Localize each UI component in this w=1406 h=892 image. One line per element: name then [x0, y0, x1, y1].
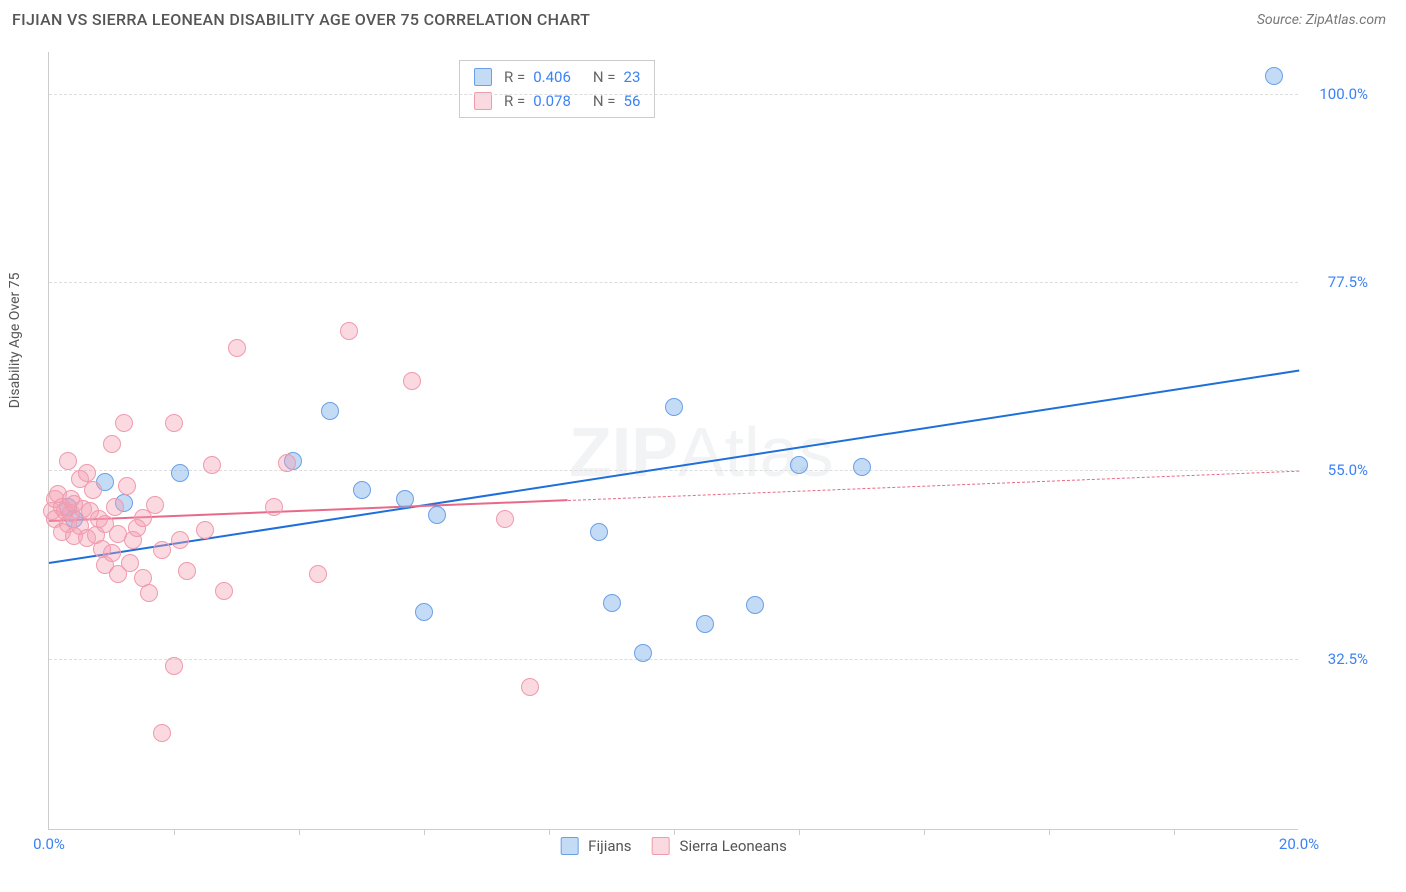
data-point: [103, 435, 121, 453]
stat-label: N =: [593, 65, 616, 89]
legend-stats-box: R = 0.406 N = 23 R = 0.078 N = 56: [459, 60, 655, 118]
r-value: 0.406: [533, 65, 571, 89]
data-point: [1265, 67, 1283, 85]
trend-line: [568, 470, 1299, 500]
data-point: [59, 452, 77, 470]
x-tick: [549, 829, 550, 835]
data-point: [428, 506, 446, 524]
data-point: [309, 565, 327, 583]
n-value: 23: [624, 65, 641, 89]
gridline: [49, 94, 1298, 95]
data-point: [853, 458, 871, 476]
y-tick-label: 32.5%: [1328, 650, 1368, 668]
data-point: [146, 496, 164, 514]
watermark: ZIPAtlas: [569, 412, 834, 492]
stat-label: N =: [593, 89, 616, 113]
y-axis-title: Disability Age Over 75: [7, 272, 23, 408]
source-label: Source: ZipAtlas.com: [1257, 12, 1386, 28]
y-tick-label: 77.5%: [1328, 273, 1368, 291]
data-point: [321, 402, 339, 420]
stat-label: R =: [504, 65, 525, 89]
x-tick-label: 0.0%: [33, 835, 65, 853]
data-point: [403, 372, 421, 390]
data-point: [665, 398, 683, 416]
legend-label: Fijians: [588, 837, 631, 855]
legend-item-sierra-leoneans: Sierra Leoneans: [652, 837, 787, 855]
data-point: [790, 456, 808, 474]
data-point: [496, 510, 514, 528]
swatch-icon: [474, 68, 492, 86]
x-tick: [674, 829, 675, 835]
data-point: [78, 464, 96, 482]
data-point: [140, 584, 158, 602]
data-point: [396, 490, 414, 508]
legend-item-fijians: Fijians: [560, 837, 631, 855]
data-point: [196, 521, 214, 539]
swatch-icon: [560, 837, 578, 855]
data-point: [590, 523, 608, 541]
data-point: [215, 582, 233, 600]
r-value: 0.078: [533, 89, 571, 113]
data-point: [228, 339, 246, 357]
data-point: [603, 594, 621, 612]
data-point: [634, 644, 652, 662]
legend-label: Sierra Leoneans: [680, 837, 787, 855]
x-tick-label: 20.0%: [1279, 835, 1319, 853]
data-point: [171, 464, 189, 482]
data-point: [115, 414, 133, 432]
data-point: [521, 678, 539, 696]
x-tick: [924, 829, 925, 835]
data-point: [353, 481, 371, 499]
x-tick: [299, 829, 300, 835]
x-tick: [1049, 829, 1050, 835]
data-point: [165, 414, 183, 432]
data-point: [121, 554, 139, 572]
data-point: [171, 531, 189, 549]
gridline: [49, 659, 1298, 660]
x-tick: [424, 829, 425, 835]
data-point: [415, 603, 433, 621]
data-point: [153, 541, 171, 559]
legend-stats-row: R = 0.078 N = 56: [474, 89, 640, 113]
data-point: [203, 456, 221, 474]
data-point: [696, 615, 714, 633]
data-point: [103, 544, 121, 562]
data-point: [84, 481, 102, 499]
data-point: [118, 477, 136, 495]
swatch-icon: [652, 837, 670, 855]
y-tick-label: 100.0%: [1319, 85, 1368, 103]
data-point: [746, 596, 764, 614]
gridline: [49, 470, 1298, 471]
y-tick-label: 55.0%: [1328, 461, 1368, 479]
legend-stats-row: R = 0.406 N = 23: [474, 65, 640, 89]
n-value: 56: [624, 89, 641, 113]
stat-label: R =: [504, 89, 525, 113]
x-tick: [799, 829, 800, 835]
data-point: [178, 562, 196, 580]
data-point: [265, 498, 283, 516]
plot-container: Disability Age Over 75 ZIPAtlas R = 0.40…: [48, 52, 1368, 830]
data-point: [278, 454, 296, 472]
data-point: [165, 657, 183, 675]
x-tick: [174, 829, 175, 835]
legend-bottom: Fijians Sierra Leoneans: [560, 837, 787, 855]
data-point: [153, 724, 171, 742]
gridline: [49, 282, 1298, 283]
plot-area: Disability Age Over 75 ZIPAtlas R = 0.40…: [48, 52, 1298, 830]
x-tick: [1174, 829, 1175, 835]
chart-title: FIJIAN VS SIERRA LEONEAN DISABILITY AGE …: [12, 10, 590, 29]
data-point: [340, 322, 358, 340]
data-point: [106, 498, 124, 516]
